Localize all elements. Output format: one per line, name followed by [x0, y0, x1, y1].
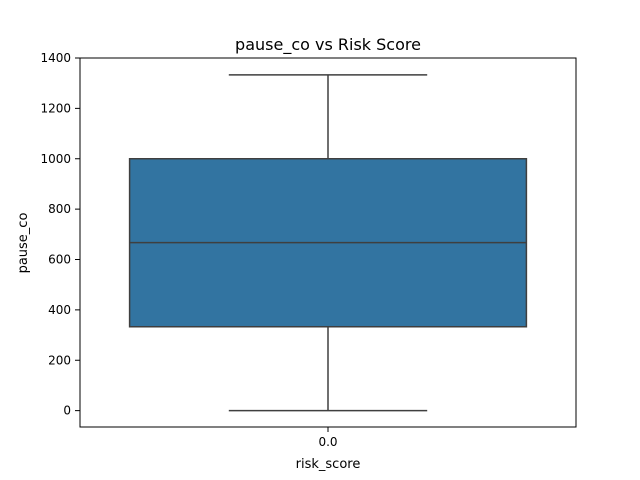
y-tick-label: 0: [63, 404, 71, 418]
y-tick-label: 200: [48, 353, 71, 367]
y-tick-label: 800: [48, 202, 71, 216]
chart-title: pause_co vs Risk Score: [235, 35, 421, 55]
x-axis-label: risk_score: [296, 457, 361, 472]
y-tick-label: 1400: [40, 51, 71, 65]
x-tick-label: 0.0: [318, 435, 337, 449]
y-axis: 0 200 400 600 800 1000 1200 1400: [40, 51, 80, 418]
y-tick-label: 400: [48, 303, 71, 317]
y-tick-label: 1000: [40, 152, 71, 166]
plot-area: [79, 57, 577, 428]
y-axis-label: pause_co: [16, 213, 31, 274]
y-tick-label: 600: [48, 253, 71, 267]
y-tick-label: 1200: [40, 101, 71, 115]
x-axis: 0.0: [318, 427, 338, 449]
